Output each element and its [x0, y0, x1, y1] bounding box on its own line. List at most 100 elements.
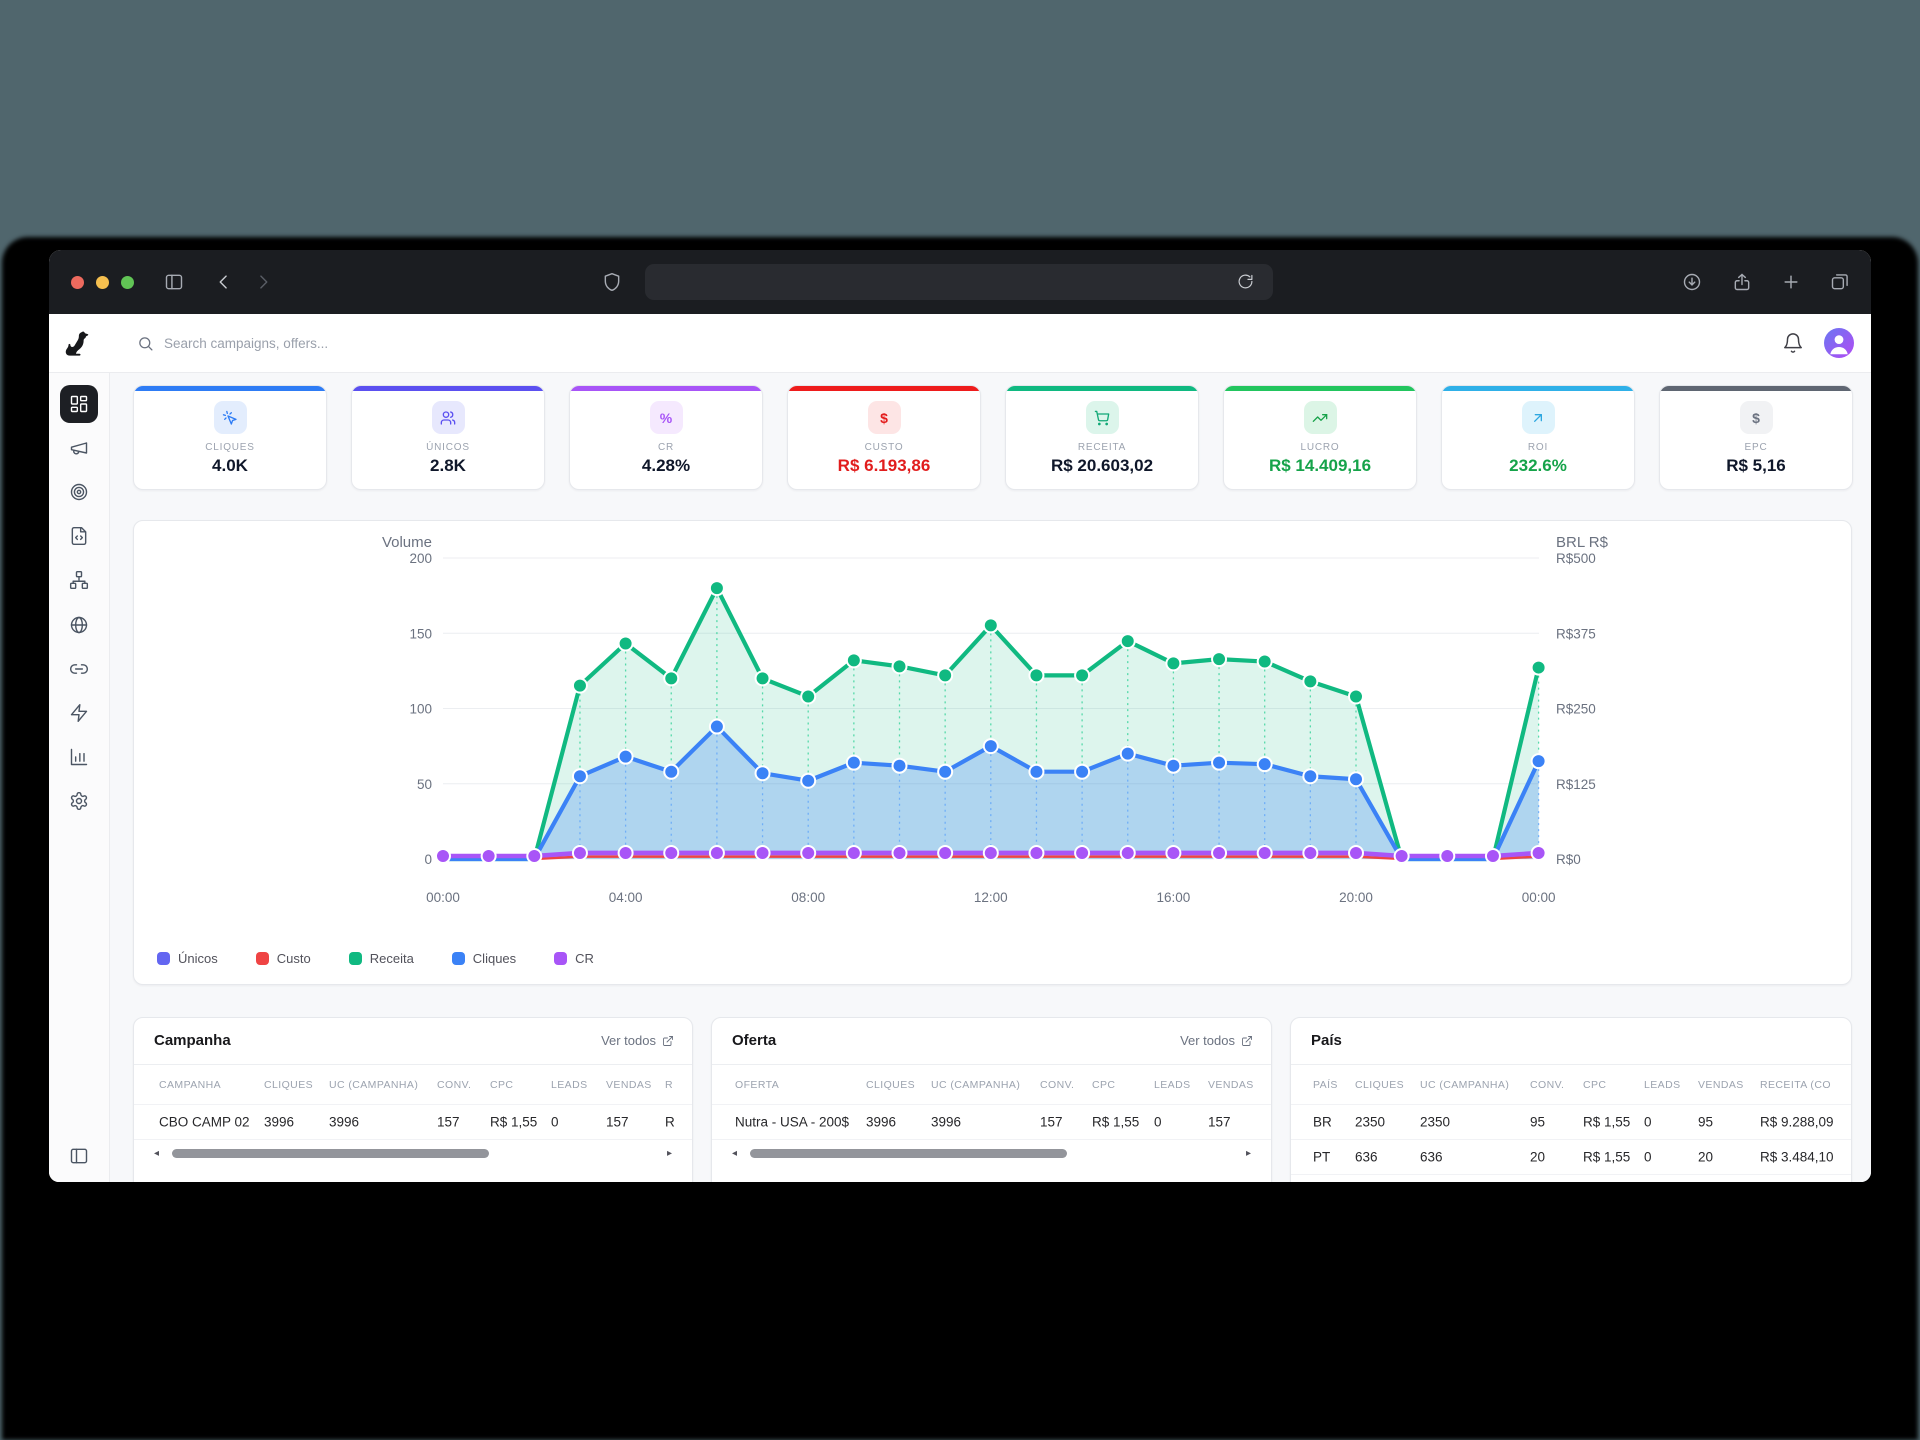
- search-input[interactable]: [164, 335, 764, 351]
- table-cell: CPC: [490, 1078, 514, 1091]
- sidebar-toggle-icon[interactable]: [164, 272, 184, 292]
- table-cell: LEADS: [1644, 1078, 1681, 1091]
- metric-card-roi[interactable]: ROI 232.6%: [1441, 385, 1635, 490]
- svg-text:R$0: R$0: [1556, 852, 1581, 867]
- scrollbar-thumb[interactable]: [750, 1149, 1067, 1158]
- metric-card-unicos[interactable]: ÚNICOS 2.8K: [351, 385, 545, 490]
- metric-card-lucro[interactable]: LUCRO R$ 14.409,16: [1223, 385, 1417, 490]
- dashboard-icon: [70, 395, 88, 413]
- share-icon[interactable]: [1732, 272, 1752, 292]
- browser-window: CLIQUES 4.0K ÚNICOS 2.8K % CR 4.28% $ CU…: [49, 250, 1871, 1182]
- scroll-left-arrow[interactable]: ◂: [154, 1148, 160, 1159]
- sidebar-item-settings[interactable]: [60, 782, 98, 820]
- legend-swatch: [451, 952, 465, 965]
- maximize-window-button[interactable]: [121, 275, 134, 289]
- metric-card-cliques[interactable]: CLIQUES 4.0K: [133, 385, 327, 490]
- sidebar-collapse-button[interactable]: [60, 1137, 98, 1175]
- ver-todos-link[interactable]: Ver todos: [601, 1033, 674, 1048]
- cart-icon: [1085, 401, 1119, 434]
- metric-card-cr[interactable]: % CR 4.28%: [569, 385, 763, 490]
- metric-card-custo[interactable]: $ CUSTO R$ 6.193,86: [787, 385, 981, 490]
- table-cell: 95: [1698, 1114, 1714, 1130]
- sidebar-item-automations[interactable]: [60, 694, 98, 732]
- svg-text:200: 200: [409, 551, 432, 566]
- table-body: CAMPANHA CLIQUES UC (CAMPANHA) CONV. CPC LEAD…: [134, 1065, 692, 1166]
- sidebar-item-landing-pages[interactable]: [60, 517, 98, 555]
- scroll-left-arrow[interactable]: ◂: [732, 1148, 738, 1159]
- table-cell: VENDAS: [606, 1078, 652, 1091]
- scroll-right-arrow[interactable]: ▸: [1245, 1148, 1251, 1159]
- reload-icon[interactable]: [1237, 273, 1254, 290]
- sidebar-item-reports[interactable]: [60, 738, 98, 776]
- table-cell: 20: [1530, 1149, 1546, 1165]
- sidebar-item-dashboard[interactable]: [60, 385, 98, 423]
- table-cell: 636: [1420, 1149, 1443, 1165]
- shield-icon[interactable]: [602, 272, 622, 292]
- table-cell: 0: [1154, 1114, 1162, 1130]
- pais-table-card: País PAÍS CLIQUES UC (CAMPANHA) CONV. CPC LEA…: [1290, 1017, 1852, 1182]
- legend-item[interactable]: Cliques: [451, 951, 516, 966]
- sidebar-item-campaigns[interactable]: [60, 429, 98, 467]
- accent-bar: [134, 386, 326, 391]
- avatar[interactable]: [1824, 328, 1854, 358]
- legend-item[interactable]: Receita: [348, 951, 414, 966]
- sidebar-item-offers[interactable]: [60, 473, 98, 511]
- close-window-button[interactable]: [71, 275, 84, 289]
- table-cell: PAÍS: [1313, 1078, 1338, 1091]
- svg-text:16:00: 16:00: [1157, 890, 1191, 905]
- legend-label: Únicos: [178, 951, 218, 966]
- downloads-icon[interactable]: [1682, 272, 1702, 292]
- sidebar-item-links[interactable]: [60, 650, 98, 688]
- table-cell: R$ 1,55: [490, 1114, 538, 1130]
- table-cell: CLIQUES: [1355, 1078, 1405, 1091]
- ver-todos-link[interactable]: Ver todos: [1180, 1033, 1253, 1048]
- bell-icon[interactable]: [1782, 332, 1804, 354]
- minimize-window-button[interactable]: [96, 275, 109, 289]
- table-cell: LEADS: [551, 1078, 588, 1091]
- table-cell: VENDAS: [1208, 1078, 1254, 1091]
- accent-bar: [1006, 386, 1198, 391]
- horizontal-scrollbar[interactable]: ◂ ▸: [712, 1144, 1271, 1166]
- table-cell: 636: [1355, 1149, 1378, 1165]
- new-tab-icon[interactable]: [1781, 272, 1801, 292]
- metric-value: R$ 6.193,86: [837, 456, 931, 475]
- legend-item[interactable]: Únicos: [157, 951, 218, 966]
- address-bar[interactable]: [645, 264, 1273, 300]
- table-cell: Nutra - USA - 200$: [735, 1114, 850, 1130]
- sidebar-item-domains[interactable]: [60, 606, 98, 644]
- sidebar-item-flows[interactable]: [60, 561, 98, 599]
- app-header: [49, 314, 1871, 373]
- svg-text:50: 50: [417, 777, 432, 792]
- dollar-icon: $: [867, 401, 901, 434]
- volume-brl-chart: Volume BRL R$ 0 R$0 50 R$125 100 R$250 150 R$375 2…: [382, 534, 1609, 905]
- svg-text:04:00: 04:00: [609, 890, 643, 905]
- metric-card-receita[interactable]: RECEITA R$ 20.603,02: [1005, 385, 1199, 490]
- forward-icon[interactable]: [253, 272, 273, 292]
- metric-label: CR: [657, 442, 675, 453]
- back-icon[interactable]: [214, 272, 234, 292]
- oferta-table-card: Oferta Ver todos OFERTA CLIQUES UC (CAMPAN…: [711, 1017, 1272, 1182]
- horizontal-scrollbar[interactable]: ◂ ▸: [134, 1144, 692, 1166]
- scrollbar-thumb[interactable]: [172, 1149, 489, 1158]
- dog-logo[interactable]: [61, 329, 91, 359]
- table-cell: UC (CAMPANHA): [1420, 1078, 1510, 1091]
- metric-value: 4.0K: [212, 456, 248, 475]
- scroll-right-arrow[interactable]: ▸: [666, 1148, 672, 1159]
- accent-bar: [1442, 386, 1634, 391]
- svg-text:00:00: 00:00: [1522, 890, 1556, 905]
- legend-item[interactable]: Custo: [255, 951, 311, 966]
- trending-up-icon: [1303, 401, 1337, 434]
- table-cell: R$ 9.288,09: [1760, 1114, 1834, 1130]
- table-cell: 3996: [264, 1114, 295, 1130]
- metric-card-epc[interactable]: $ EPC R$ 5,16: [1659, 385, 1853, 490]
- legend-item[interactable]: CR: [554, 951, 594, 966]
- accent-bar: [1224, 386, 1416, 391]
- table-cell: BR: [1313, 1114, 1332, 1130]
- svg-text:20:00: 20:00: [1339, 890, 1373, 905]
- campanha-table-card: Campanha Ver todos CAMPANHA CLIQUES UC (CA…: [133, 1017, 693, 1182]
- metric-value: 4.28%: [641, 456, 691, 475]
- tab-overview-icon[interactable]: [1830, 272, 1850, 292]
- table-cell: UC (CAMPANHA): [329, 1078, 419, 1091]
- svg-text:BRL R$: BRL R$: [1556, 534, 1609, 551]
